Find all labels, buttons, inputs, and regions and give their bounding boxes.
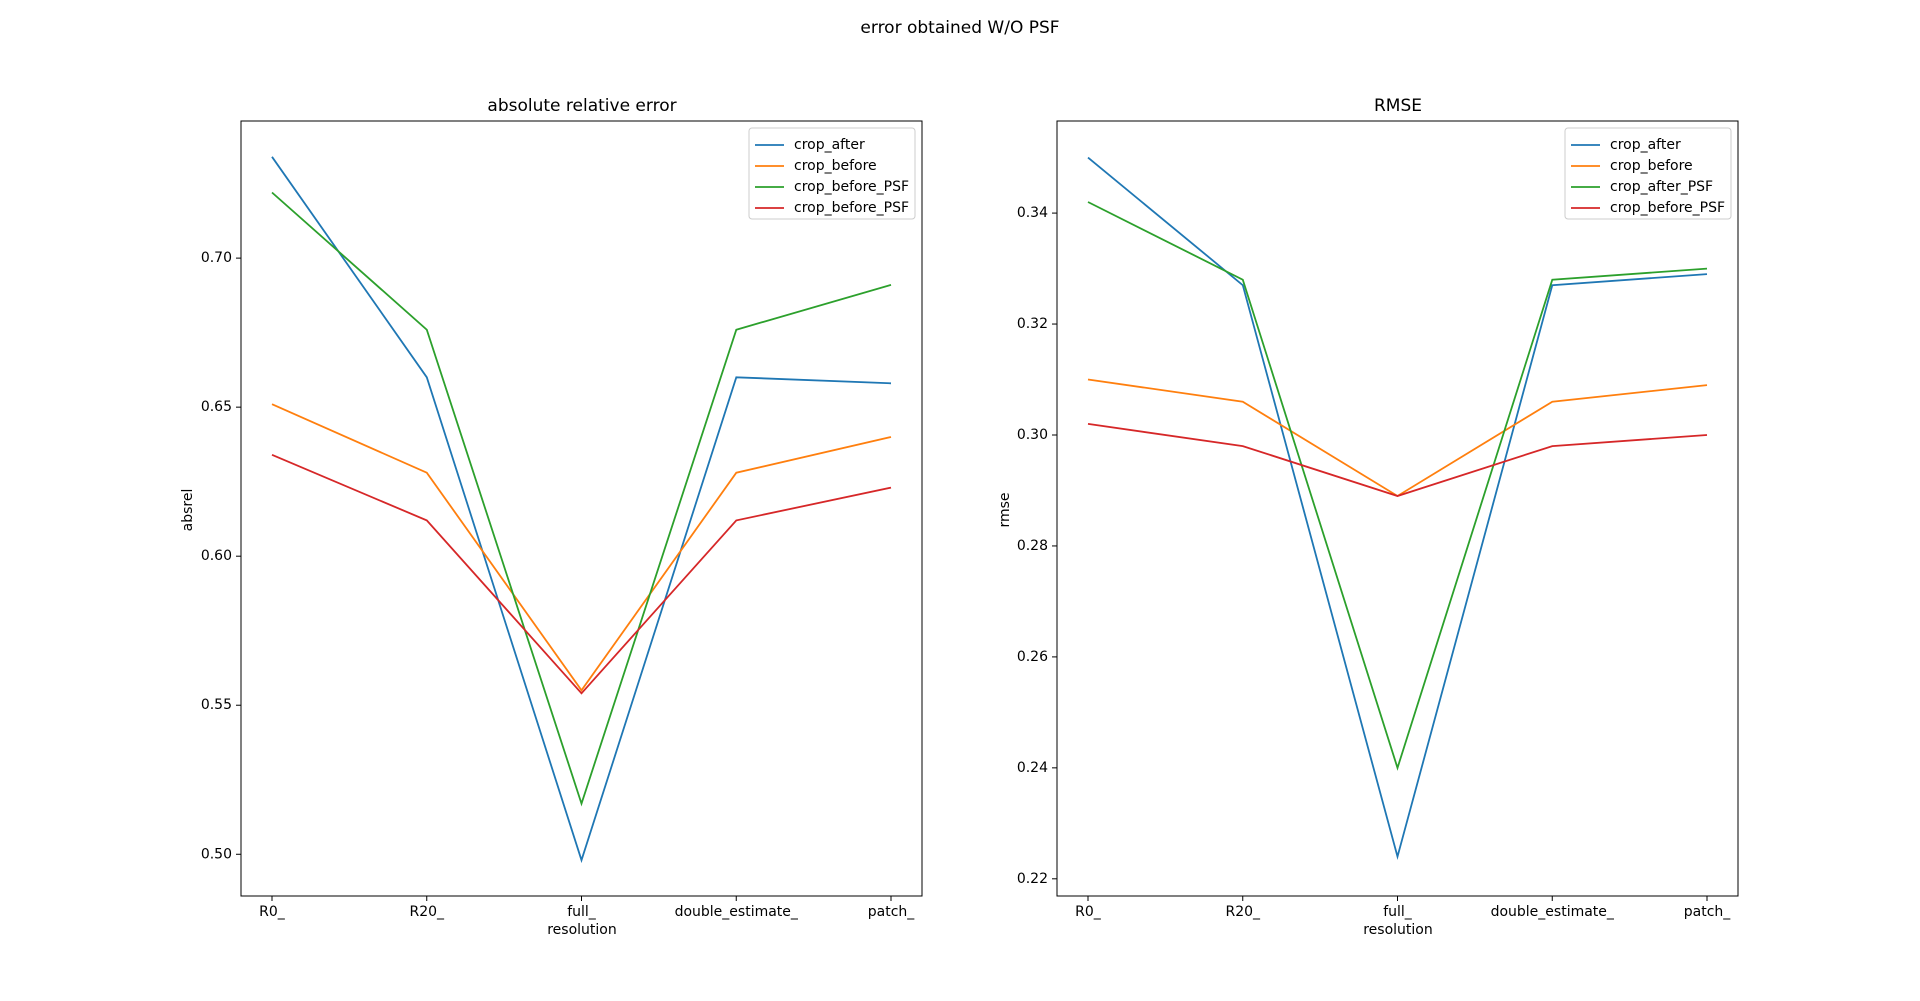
y-tick-label: 0.50: [201, 846, 232, 862]
y-tick-label: 0.22: [1017, 871, 1048, 887]
y-tick-label: 0.32: [1017, 316, 1048, 332]
series-line-3: [1087, 423, 1708, 497]
chart-absrel: absolute relative error resolution absre…: [180, 96, 923, 938]
chart-rmse: RMSE resolution rmse R0_ R20_ full_ double_…: [997, 96, 1739, 938]
y-tick-label: 0.26: [1017, 649, 1048, 665]
legend-frame: [1564, 127, 1732, 220]
x-tick-label: patch_: [868, 904, 916, 920]
x-axis-label: resolution: [1363, 922, 1433, 938]
y-tick-label: 0.24: [1017, 760, 1048, 776]
legend-label: crop_before_PSF: [794, 200, 909, 216]
legend: crop_after crop_before crop_after_PSF crop_…: [1564, 127, 1732, 220]
legend-label: crop_before_PSF: [794, 179, 909, 195]
plot-area: R0_ R20_ full_ double_estimate_ patch_ 0.50 0.…: [201, 120, 923, 920]
y-axis-label: rmse: [997, 492, 1013, 527]
chart-title: absolute relative error: [487, 96, 676, 116]
series-line-3: [271, 453, 892, 695]
x-tick-label: double_estimate_: [675, 904, 799, 920]
legend-label: crop_before: [1610, 158, 1693, 174]
y-tick-label: 0.60: [201, 548, 232, 564]
y-tick-label: 0.55: [201, 697, 232, 713]
legend-label: crop_before: [794, 158, 877, 174]
x-tick-label: full_: [1383, 904, 1413, 920]
y-tick-label: 0.34: [1017, 205, 1048, 221]
x-tick-label: R0_: [1075, 904, 1102, 920]
legend-label: crop_after: [794, 137, 865, 153]
x-tick-label: R20_: [409, 904, 445, 920]
axes-frame: [240, 120, 923, 897]
legend-label: crop_after: [1610, 137, 1681, 153]
y-tick-label: 0.28: [1017, 538, 1048, 554]
x-tick-label: patch_: [1684, 904, 1732, 920]
x-tick-label: R0_: [259, 904, 286, 920]
series-line-0: [1087, 156, 1708, 861]
x-axis-label: resolution: [547, 922, 617, 938]
legend: crop_aftercrop_beforecrop_before_PSFcrop…: [748, 127, 916, 220]
chart-title: RMSE: [1374, 96, 1422, 116]
x-tick-label: full_: [567, 904, 597, 920]
x-tick-label: R20_: [1225, 904, 1261, 920]
series-line-1: [271, 403, 892, 692]
plot-area: R0_ R20_ full_ double_estimate_ patch_ 0.22 0.…: [1017, 120, 1739, 920]
y-tick-label: 0.65: [201, 399, 232, 415]
legend-label: crop_after_PSF: [1610, 179, 1713, 195]
y-tick-label: 0.30: [1017, 427, 1048, 443]
legend-label: crop_before_PSF: [1610, 200, 1725, 216]
x-tick-label: double_estimate_: [1491, 904, 1615, 920]
series-line-0: [271, 156, 892, 864]
series-line-2: [271, 191, 892, 807]
y-tick-label: 0.70: [201, 250, 232, 266]
figure-suptitle: error obtained W/O PSF: [860, 18, 1059, 38]
legend-frame: [748, 127, 916, 220]
series-line-2: [1087, 201, 1708, 771]
y-axis-label: absrel: [180, 489, 196, 532]
